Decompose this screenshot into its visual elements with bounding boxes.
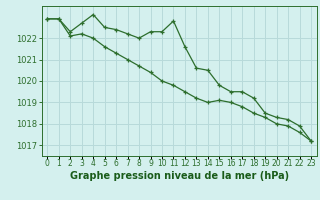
X-axis label: Graphe pression niveau de la mer (hPa): Graphe pression niveau de la mer (hPa) <box>70 171 289 181</box>
